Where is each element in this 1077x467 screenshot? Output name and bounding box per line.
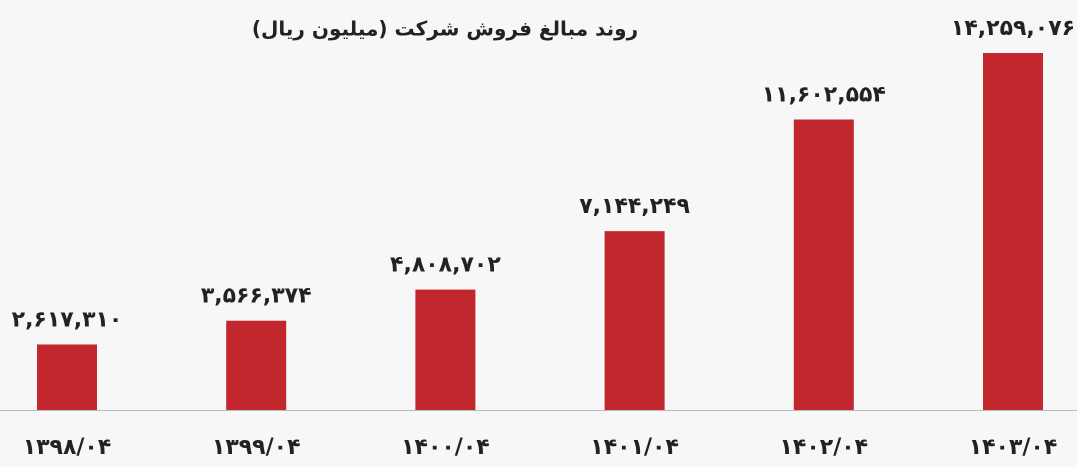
- value-label: ۱۴,۲۵۹,۰۷۶: [951, 16, 1075, 41]
- value-label: ۳,۵۶۶,۳۷۴: [201, 284, 312, 309]
- x-tick-label: ۱۴۰۳/۰۴: [969, 435, 1058, 460]
- x-tick-label: ۱۴۰۰/۰۴: [401, 435, 490, 460]
- value-label: ۲,۶۱۷,۳۱۰: [12, 307, 123, 332]
- bar: [226, 320, 287, 410]
- x-tick-label: ۱۴۰۱/۰۴: [590, 435, 679, 460]
- x-tick-label: ۱۳۹۸/۰۴: [23, 435, 112, 460]
- bar: [604, 231, 665, 410]
- bar: [37, 344, 97, 410]
- value-label: ۴,۸۰۸,۷۰۲: [390, 253, 501, 278]
- bar: [793, 119, 854, 411]
- bar: [415, 289, 476, 410]
- x-tick-label: ۱۴۰۲/۰۴: [779, 435, 868, 460]
- x-tick-label: ۱۳۹۹/۰۴: [212, 435, 301, 460]
- bar: [983, 53, 1043, 410]
- chart-title: روند مبالغ فروش شرکت (میلیون ریال): [252, 17, 638, 41]
- value-label: ۱۱,۶۰۲,۵۵۴: [762, 83, 886, 108]
- value-label: ۷,۱۴۴,۲۴۹: [579, 194, 690, 219]
